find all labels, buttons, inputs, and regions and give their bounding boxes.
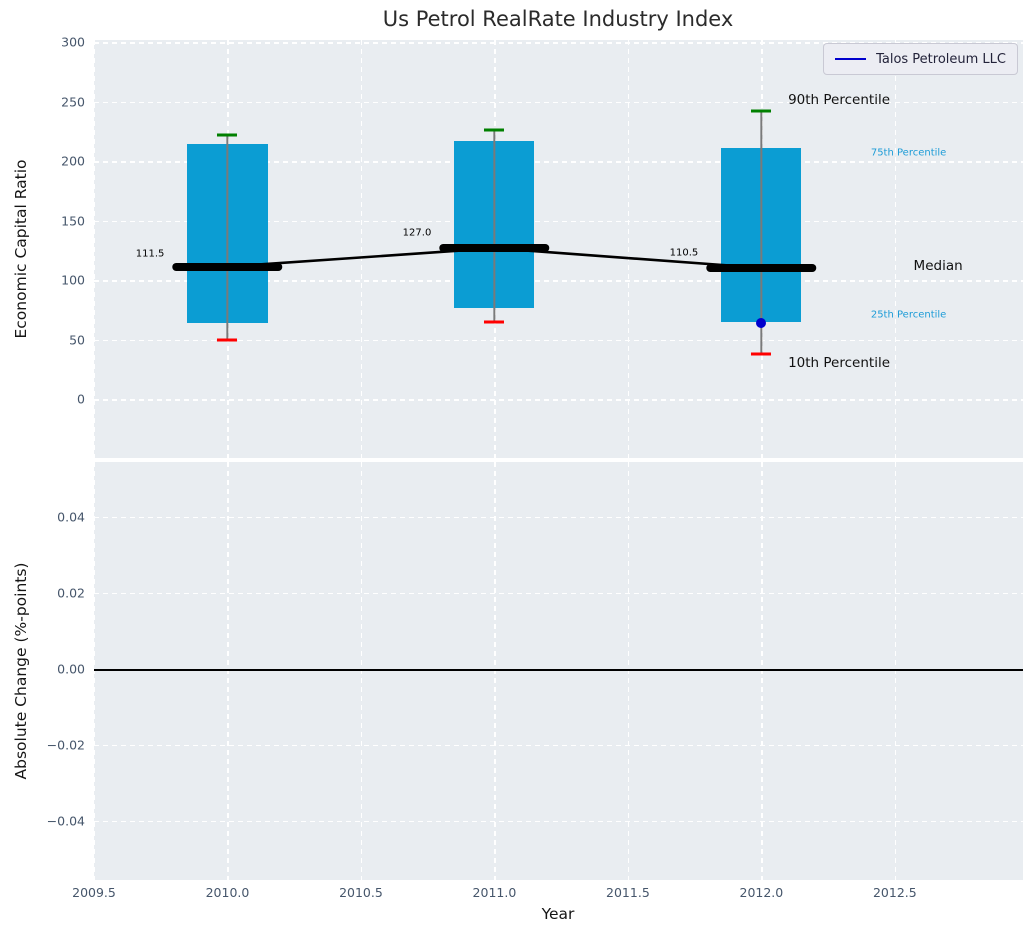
x-gridline bbox=[227, 462, 229, 880]
x-tick-label: 2009.5 bbox=[72, 885, 116, 900]
annotation-111.5: 111.5 bbox=[135, 248, 165, 260]
y-tick-label: −0.04 bbox=[46, 813, 85, 829]
x-gridline bbox=[360, 40, 363, 458]
x-gridline bbox=[494, 462, 496, 880]
y-gridline bbox=[94, 517, 1023, 519]
y-gridline bbox=[94, 42, 1023, 44]
p90-cap-2012 bbox=[751, 109, 772, 113]
x-gridline bbox=[761, 462, 763, 880]
x-gridline bbox=[894, 462, 897, 880]
top-axes: 111.5 127.0 110.5 90th Percentile 75th Perce… bbox=[94, 40, 1023, 458]
p90-cap-2011 bbox=[484, 128, 505, 132]
p10-cap-2011 bbox=[484, 320, 505, 324]
x-gridline bbox=[94, 40, 96, 458]
x-tick-label: 2011.5 bbox=[606, 885, 650, 900]
annotation-127.0: 127.0 bbox=[402, 227, 432, 239]
legend: Talos Petroleum LLC bbox=[823, 43, 1018, 75]
x-gridline bbox=[360, 462, 363, 880]
x-gridline bbox=[894, 40, 897, 458]
whisker-2011 bbox=[493, 130, 496, 322]
y-tick-label: −0.02 bbox=[46, 737, 85, 753]
top-y-axis-label: Economic Capital Ratio bbox=[12, 159, 30, 339]
chart-title: Us Petrol RealRate Industry Index bbox=[382, 7, 734, 31]
whisker-2012 bbox=[760, 111, 763, 355]
y-gridline bbox=[94, 101, 1023, 104]
y-tick-label: 0.02 bbox=[57, 585, 85, 601]
x-tick-label: 2012.0 bbox=[739, 885, 784, 900]
median-bar-2012 bbox=[706, 263, 817, 272]
y-tick-label: 200 bbox=[61, 153, 85, 169]
annotation-25th-percentile: 25th Percentile bbox=[870, 309, 947, 321]
y-gridline bbox=[94, 220, 1023, 223]
annotation-75th-percentile: 75th Percentile bbox=[870, 147, 947, 159]
legend-label: Talos Petroleum LLC bbox=[876, 51, 1006, 67]
x-gridline bbox=[627, 40, 630, 458]
zero-line bbox=[94, 669, 1023, 671]
median-bar-2010 bbox=[172, 262, 283, 271]
y-tick-label: 150 bbox=[61, 213, 85, 229]
annotation-10th-percentile: 10th Percentile bbox=[788, 355, 891, 372]
y-gridline bbox=[94, 745, 1023, 747]
y-tick-label: 0 bbox=[77, 391, 85, 407]
y-gridline bbox=[94, 339, 1023, 342]
bottom-axes bbox=[94, 462, 1023, 880]
bottom-y-axis-label: Absolute Change (%-points) bbox=[12, 562, 30, 780]
annotation-110.5: 110.5 bbox=[669, 247, 699, 259]
y-tick-label: 0.04 bbox=[57, 509, 85, 525]
annotation-90th-percentile: 90th Percentile bbox=[788, 92, 891, 109]
y-tick-label: 250 bbox=[61, 94, 85, 110]
x-gridline bbox=[627, 462, 630, 880]
legend-line-sample bbox=[835, 58, 867, 60]
y-gridline bbox=[94, 161, 1023, 163]
y-tick-label: 100 bbox=[61, 272, 85, 288]
x-tick-label: 2011.0 bbox=[472, 885, 517, 900]
x-tick-label: 2010.0 bbox=[205, 885, 250, 900]
p10-cap-2012 bbox=[751, 352, 772, 356]
y-tick-label: 50 bbox=[69, 332, 85, 348]
annotation-median: Median bbox=[913, 258, 963, 275]
x-axis-label: Year bbox=[541, 905, 575, 923]
y-tick-label: 0.00 bbox=[57, 661, 85, 677]
y-gridline bbox=[94, 280, 1023, 282]
x-tick-label: 2012.5 bbox=[872, 885, 917, 900]
y-gridline bbox=[94, 399, 1023, 401]
p10-cap-2010 bbox=[217, 338, 238, 342]
company-point bbox=[756, 318, 767, 329]
y-gridline bbox=[94, 821, 1023, 823]
y-gridline bbox=[94, 593, 1023, 595]
whisker-2010 bbox=[226, 135, 229, 340]
x-gridline bbox=[94, 462, 96, 880]
y-tick-label: 300 bbox=[61, 34, 85, 50]
p90-cap-2010 bbox=[217, 133, 238, 137]
x-tick-label: 2010.5 bbox=[339, 885, 383, 900]
median-bar-2011 bbox=[439, 244, 550, 253]
